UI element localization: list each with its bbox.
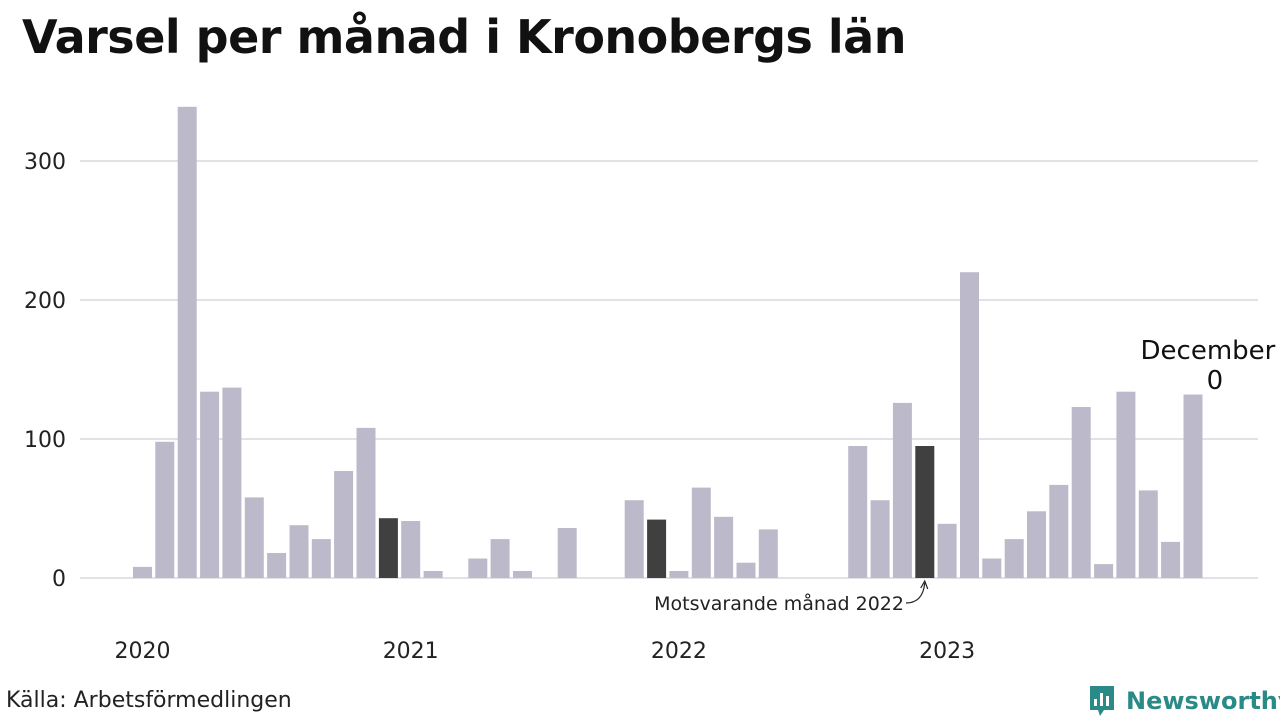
bar [669,571,689,578]
bar [691,487,711,578]
bar [423,571,443,578]
bar [892,402,912,578]
bar [714,516,734,578]
y-tick-label: 300 [24,150,66,175]
brand-name: Newsworthy [1126,687,1280,715]
bar [244,497,264,578]
bar [1161,541,1181,578]
bar-chart: 0 100 200 300 2020 2021 2022 2023 Motsvarande … [24,106,1276,664]
annotation-arrow [905,582,926,604]
bar [982,558,1002,578]
bar [937,523,957,578]
bar [848,446,868,578]
last-month-label: December [1141,336,1276,366]
bar [200,391,220,578]
bar [401,521,421,578]
bar [1027,511,1046,578]
bars [133,106,1203,579]
y-tick-label: 100 [24,428,66,453]
y-tick-label: 0 [52,567,66,592]
bar [222,387,242,578]
bar [334,471,354,578]
annotation-arrowhead [920,579,929,590]
bar [267,553,287,578]
brand-logo[interactable]: Newsworthy [1088,684,1280,718]
annotation-label: Motsvarande månad 2022 [654,592,904,615]
y-axis-ticks: 0 100 200 300 [24,150,66,592]
bar [155,441,175,578]
bar [1116,391,1136,578]
bar [624,500,644,578]
bar [960,272,979,578]
bar [378,518,398,578]
bar [1183,394,1203,578]
bar [647,519,667,578]
bar [915,446,935,578]
x-axis-ticks: 2020 2021 2022 2023 [115,639,976,664]
y-tick-label: 200 [24,289,66,314]
bar [177,106,197,579]
bar [311,539,331,578]
bar [1138,490,1158,578]
x-tick-label: 2020 [115,639,171,664]
bar [490,539,510,578]
bar [513,571,532,578]
bar [1094,564,1114,578]
bar [1071,407,1091,578]
bar [736,562,756,578]
source-credit: Källa: Arbetsförmedlingen [6,688,292,713]
x-tick-label: 2023 [919,639,975,664]
bar [356,427,376,578]
bar [1004,539,1024,578]
bar [870,500,890,578]
newsworthy-logo-icon [1090,686,1114,716]
bar [758,529,778,578]
x-tick-label: 2022 [651,639,707,664]
x-tick-label: 2021 [383,639,439,664]
bar [133,566,152,578]
chart-title: Varsel per månad i Kronobergs län [22,10,906,64]
bar [289,525,309,578]
bar [1049,484,1069,578]
bar [557,528,577,578]
last-month-value: 0 [1207,366,1224,396]
bar [468,558,488,578]
